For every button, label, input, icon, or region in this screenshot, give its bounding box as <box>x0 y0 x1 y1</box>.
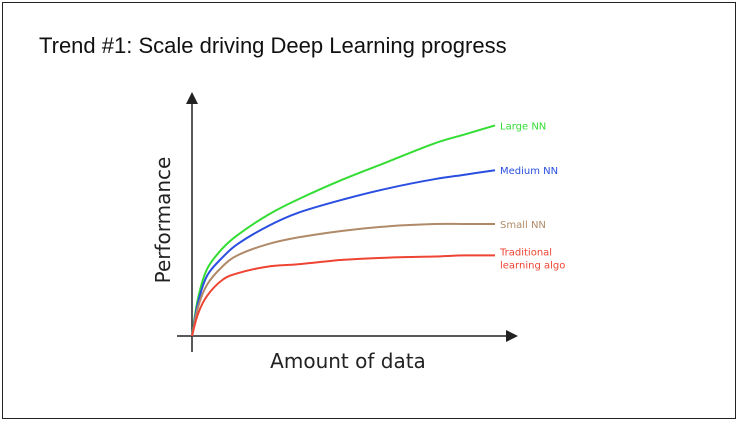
series-label-line: Small NN <box>500 220 546 231</box>
series-label-line: Medium NN <box>500 166 558 177</box>
slide-title: Trend #1: Scale driving Deep Learning pr… <box>39 33 507 58</box>
series-label-0: Large NN <box>500 121 546 132</box>
series-label-1: Medium NN <box>500 166 558 177</box>
x-axis-title: Amount of data <box>270 349 426 373</box>
series-label-3: Traditional learning algo <box>499 247 565 271</box>
slide-frame: Trend #1: Scale driving Deep Learning pr… <box>2 2 736 419</box>
series-label-line: learning algo <box>500 260 565 271</box>
y-axis-title: Performance <box>151 157 175 284</box>
series-line-0 <box>191 124 496 337</box>
series-label-line: Traditional <box>499 247 552 258</box>
series-line-1 <box>191 169 496 337</box>
series-line-2 <box>191 222 495 337</box>
series-lines <box>191 124 496 337</box>
series-label-line: Large NN <box>500 121 546 132</box>
series-labels: Large NN Medium NN Small NN Traditional lear… <box>499 121 565 271</box>
plot-area: Large NN Medium NN Small NN Traditional lear… <box>177 92 565 352</box>
series-line-3 <box>191 254 496 337</box>
series-label-2: Small NN <box>500 220 546 231</box>
